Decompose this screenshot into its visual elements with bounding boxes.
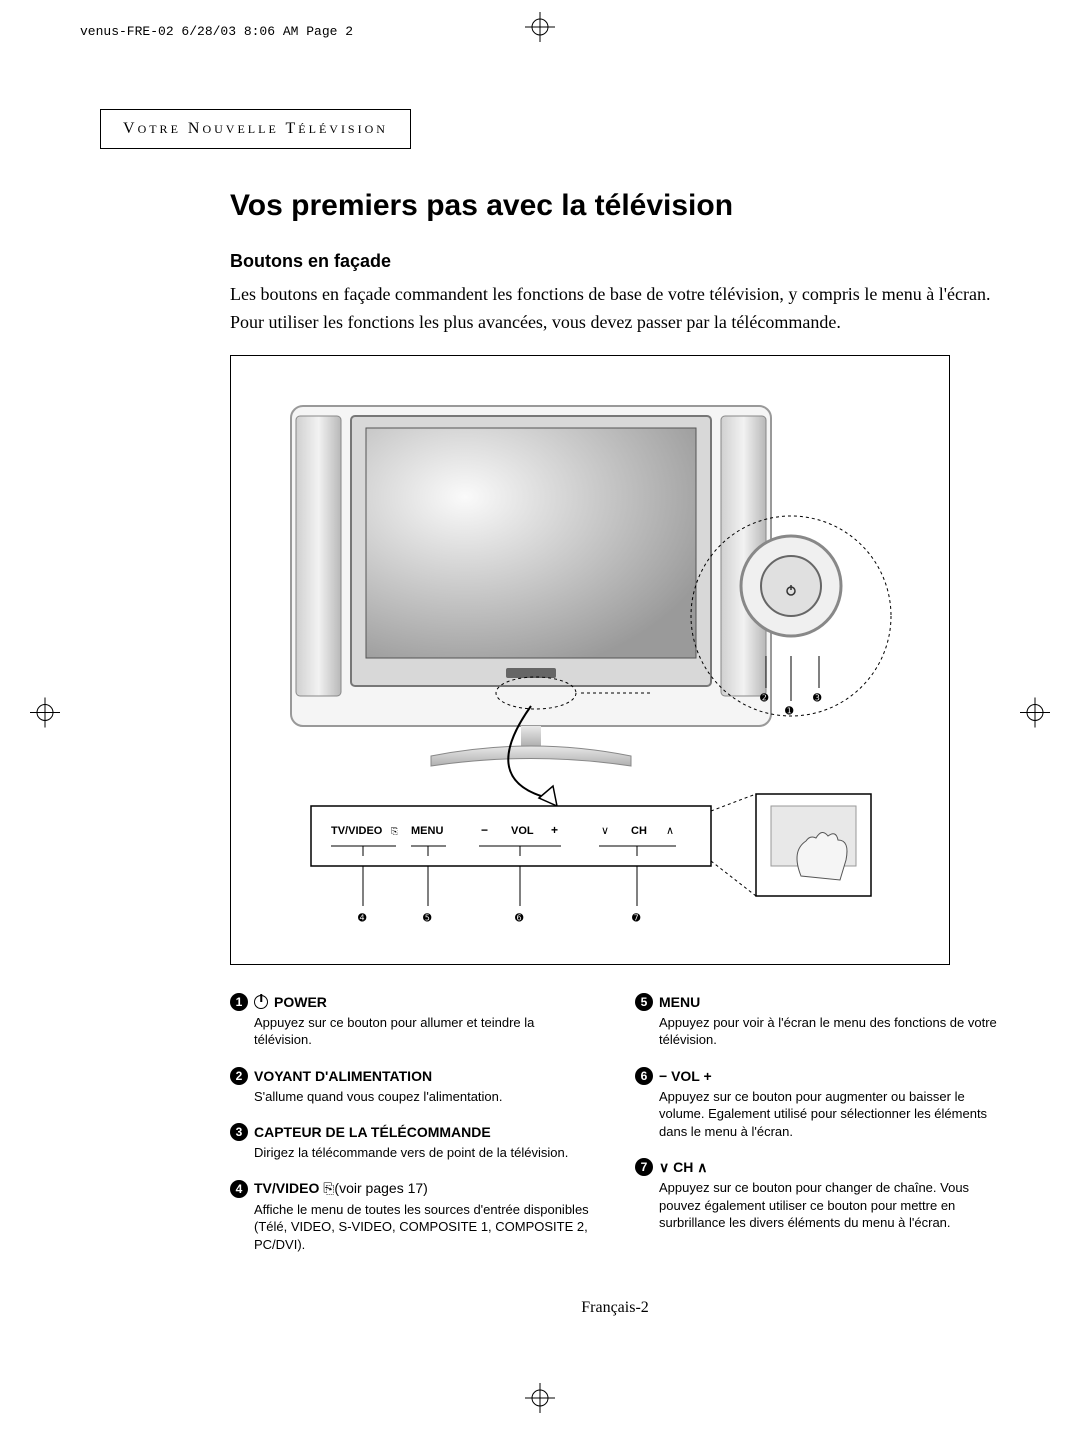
intro-text-2: Pour utiliser les fonctions les plus ava… xyxy=(230,310,1000,334)
legend-column-left: 1 POWER Appuyez sur ce bouton pour allum… xyxy=(230,993,595,1272)
section-label-box: VOTRE NOUVELLE TÉLÉVISION xyxy=(100,109,411,149)
legend-desc-3: Dirigez la télécommande vers de point de… xyxy=(254,1144,595,1162)
svg-text:➊: ➊ xyxy=(785,706,794,717)
crop-mark-top xyxy=(525,12,555,42)
crop-mark-left xyxy=(30,698,60,733)
section-label: VOTRE NOUVELLE TÉLÉVISION xyxy=(123,120,388,137)
legend-num-7: 7 xyxy=(635,1158,653,1176)
svg-text:➏: ➏ xyxy=(515,913,524,924)
legend-title-6: − VOL + xyxy=(659,1068,712,1084)
legend-title-4: TV/VIDEO ⎘(voir pages 17) xyxy=(254,1180,428,1197)
svg-text:➐: ➐ xyxy=(632,913,641,924)
legend-desc-4: Affiche le menu de toutes les sources d'… xyxy=(254,1201,595,1254)
intro-text-1: Les boutons en façade commandent les fon… xyxy=(230,282,1000,306)
tv-diagram: ➋ ➌ ➊ TV/VIDEO ⎘ MENU − xyxy=(230,355,950,965)
page-title: Vos premiers pas avec la télévision xyxy=(230,189,1000,223)
legend-desc-7: Appuyez sur ce bouton pour changer de ch… xyxy=(659,1179,1000,1232)
svg-text:⎘: ⎘ xyxy=(391,826,398,836)
svg-text:∨: ∨ xyxy=(601,825,609,837)
legend-num-3: 3 xyxy=(230,1123,248,1141)
legend-desc-2: S'allume quand vous coupez l'alimentatio… xyxy=(254,1088,595,1106)
page-footer: Français-2 xyxy=(230,1299,1000,1317)
legend-num-6: 6 xyxy=(635,1067,653,1085)
svg-text:MENU: MENU xyxy=(411,825,443,837)
legend-num-1: 1 xyxy=(230,993,248,1011)
svg-text:CH: CH xyxy=(631,825,647,837)
svg-text:➋: ➋ xyxy=(760,693,769,704)
svg-text:➎: ➎ xyxy=(423,913,432,924)
svg-text:∧: ∧ xyxy=(666,825,674,837)
legend: 1 POWER Appuyez sur ce bouton pour allum… xyxy=(230,993,1000,1272)
legend-desc-6: Appuyez sur ce bouton pour augmenter ou … xyxy=(659,1088,1000,1141)
legend-title-3: CAPTEUR DE LA TÉLÉCOMMANDE xyxy=(254,1124,491,1140)
svg-text:−: − xyxy=(481,823,488,837)
legend-title-7: ∨ CH ∧ xyxy=(659,1159,708,1176)
legend-desc-5: Appuyez pour voir à l'écran le menu des … xyxy=(659,1014,1000,1049)
legend-num-4: 4 xyxy=(230,1180,248,1198)
legend-title-5: MENU xyxy=(659,994,700,1010)
page-subtitle: Boutons en façade xyxy=(230,251,1000,272)
legend-num-2: 2 xyxy=(230,1067,248,1085)
svg-text:TV/VIDEO: TV/VIDEO xyxy=(331,825,383,837)
legend-column-right: 5 MENU Appuyez pour voir à l'écran le me… xyxy=(635,993,1000,1272)
power-icon xyxy=(254,995,268,1009)
crop-mark-right xyxy=(1020,698,1050,733)
crop-mark-bottom xyxy=(525,1383,555,1418)
svg-text:+: + xyxy=(551,823,558,837)
svg-text:➍: ➍ xyxy=(358,913,367,924)
legend-num-5: 5 xyxy=(635,993,653,1011)
svg-text:VOL: VOL xyxy=(511,825,534,837)
legend-title-1: POWER xyxy=(274,994,327,1010)
legend-title-2: VOYANT D'ALIMENTATION xyxy=(254,1068,432,1084)
svg-text:➌: ➌ xyxy=(813,693,822,704)
legend-desc-1: Appuyez sur ce bouton pour allumer et te… xyxy=(254,1014,595,1049)
